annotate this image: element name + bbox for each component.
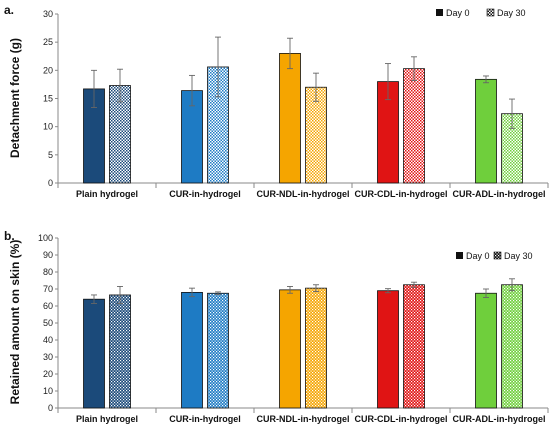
panel-label-a: a. <box>4 3 14 17</box>
y-axis-label-b: Retained amount on skin (%) <box>8 240 22 405</box>
legend-a: Day 0 Day 30 <box>436 8 526 18</box>
x-tick-label: CUR-ADL-in-hydrogel <box>453 189 546 199</box>
y-tick-label: 70 <box>43 284 53 294</box>
panel-label-b: b. <box>4 229 15 243</box>
legend-swatch-day0-b <box>456 252 463 259</box>
bar-day30 <box>207 292 229 409</box>
y-tick-label: 10 <box>43 122 53 132</box>
legend-b: Day 0 Day 30 <box>456 251 533 261</box>
bar-day30 <box>109 294 131 409</box>
legend-swatch-day30-a <box>486 8 495 17</box>
bar-day30 <box>403 68 425 184</box>
x-tick-label: CUR-NDL-in-hydrogel <box>257 189 350 199</box>
x-tick-label: CUR-CDL-in-hydrogel <box>355 414 448 424</box>
bar-day0 <box>475 78 497 184</box>
x-tick-label: Plain hydrogel <box>76 189 138 199</box>
y-tick-label: 100 <box>38 233 53 243</box>
y-tick-label: 25 <box>43 37 53 47</box>
y-tick-label: 0 <box>48 178 53 188</box>
bar-day30 <box>305 287 327 409</box>
y-tick-label: 50 <box>43 318 53 328</box>
y-tick-label: 40 <box>43 335 53 345</box>
legend-label-day0-a: Day 0 <box>446 8 470 18</box>
y-tick-label: 20 <box>43 65 53 75</box>
legend-swatch-day0-a <box>436 9 443 16</box>
x-tick-label: Plain hydrogel <box>76 414 138 424</box>
x-tick-label: CUR-in-hydrogel <box>169 414 241 424</box>
chart-panel-a: a. Detachment force (g) Day 0 Day 30 0 5 1… <box>4 3 549 199</box>
bar-day0 <box>279 53 301 184</box>
y-tick-label: 30 <box>43 9 53 19</box>
plot-area-b: 0 10 20 30 40 50 60 70 80 90 100 Plain hydrogel CUR-… <box>38 233 549 424</box>
bar-day0 <box>181 291 203 409</box>
y-tick-label: 10 <box>43 386 53 396</box>
y-tick-label: 80 <box>43 267 53 277</box>
y-tick-label: 0 <box>48 403 53 413</box>
x-tick-label: CUR-CDL-in-hydrogel <box>355 189 448 199</box>
y-tick-label: 60 <box>43 301 53 311</box>
bar-day0 <box>475 292 497 409</box>
legend-swatch-day30-b <box>493 251 502 260</box>
x-tick-label: CUR-ADL-in-hydrogel <box>453 414 546 424</box>
legend-label-day30-b: Day 30 <box>504 251 533 261</box>
x-tick-label: CUR-in-hydrogel <box>169 189 241 199</box>
y-tick-label: 15 <box>43 94 53 104</box>
legend-label-day30-a: Day 30 <box>497 8 526 18</box>
legend-label-day0-b: Day 0 <box>466 251 490 261</box>
x-tick-label: CUR-NDL-in-hydrogel <box>257 414 350 424</box>
bar-day30 <box>403 284 425 409</box>
bar-day0 <box>279 289 301 409</box>
y-tick-label: 5 <box>48 150 53 160</box>
bar-day0 <box>377 290 399 409</box>
bar-day0 <box>83 298 105 409</box>
y-tick-label: 20 <box>43 369 53 379</box>
y-tick-label: 30 <box>43 352 53 362</box>
plot-area-a: 0 5 10 15 20 25 30 Plain hydrogel CUR-in-hydroge… <box>43 9 549 199</box>
y-axis-label-a: Detachment force (g) <box>8 38 22 158</box>
y-tick-label: 90 <box>43 250 53 260</box>
chart-panel-b: b. Retained amount on skin (%) Day 0 Day… <box>4 229 549 424</box>
bar-day30 <box>501 284 523 409</box>
